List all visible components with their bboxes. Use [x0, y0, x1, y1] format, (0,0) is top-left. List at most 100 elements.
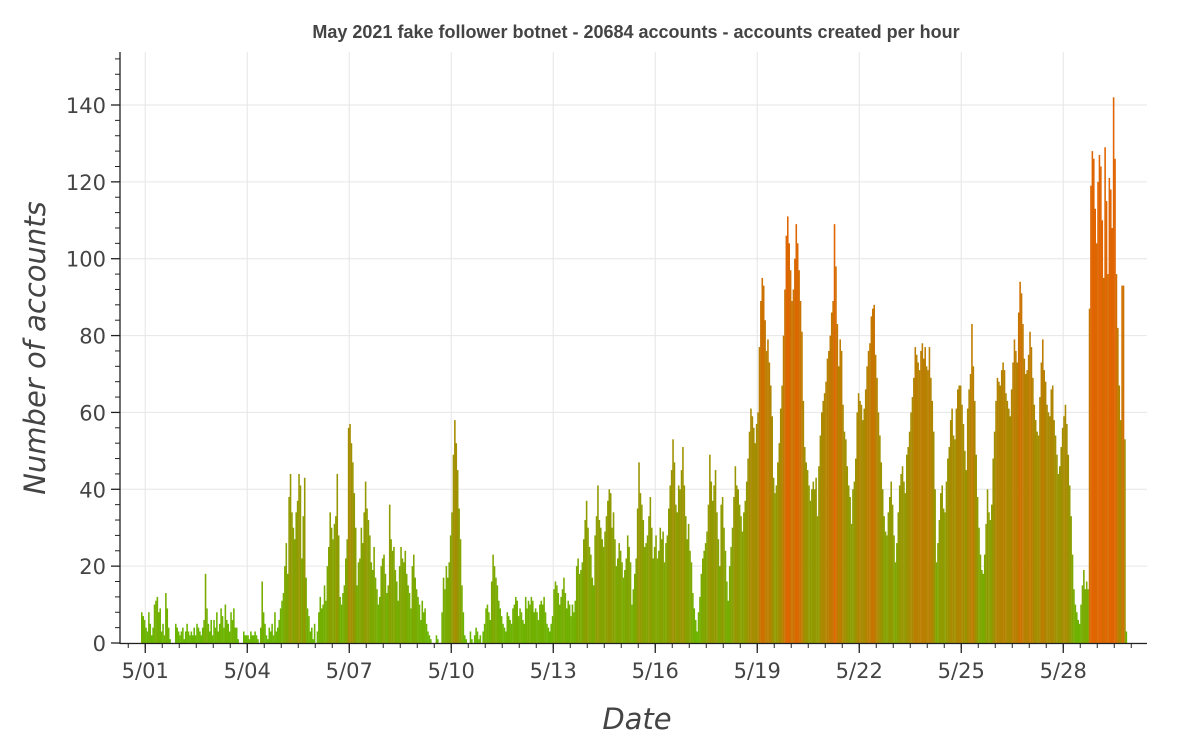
bar	[318, 612, 320, 643]
bar	[330, 527, 333, 643]
bar	[1090, 185, 1092, 643]
bar	[160, 631, 163, 643]
bar	[689, 550, 691, 643]
bar	[955, 408, 958, 643]
bar	[145, 627, 147, 643]
bar	[898, 485, 901, 643]
bar	[1022, 324, 1024, 643]
bar	[1023, 358, 1026, 643]
bar	[638, 462, 640, 643]
bar	[516, 600, 518, 643]
bar	[447, 577, 449, 643]
bar	[1003, 370, 1006, 643]
bar	[928, 347, 931, 643]
bar	[182, 627, 184, 643]
bar	[1025, 374, 1027, 643]
bar	[435, 635, 438, 643]
bar	[499, 608, 501, 643]
bar	[764, 320, 766, 643]
bar	[142, 616, 144, 643]
x-tick-label: 5/04	[224, 659, 271, 683]
bar	[252, 635, 255, 643]
bar	[495, 577, 497, 643]
bar	[954, 439, 956, 643]
bar	[914, 347, 917, 643]
bar	[1085, 581, 1088, 643]
bar	[747, 458, 749, 643]
bar	[527, 600, 530, 643]
bar	[444, 589, 446, 643]
bar	[700, 573, 703, 643]
bar	[544, 612, 547, 643]
bar	[850, 523, 853, 643]
bar	[571, 604, 574, 643]
bar	[893, 535, 895, 643]
bar	[567, 600, 569, 643]
bar	[585, 500, 588, 643]
bar	[217, 631, 220, 643]
bar	[556, 585, 558, 643]
bar	[1124, 439, 1126, 643]
bar	[1000, 370, 1003, 643]
bar	[1040, 362, 1043, 643]
bar	[1080, 604, 1082, 643]
bar	[971, 324, 973, 643]
bar	[347, 427, 350, 643]
bar	[563, 577, 565, 643]
bar	[802, 400, 805, 643]
bar	[413, 554, 415, 643]
bar	[367, 520, 370, 643]
bar	[938, 520, 941, 643]
bar	[156, 596, 159, 643]
bar	[1016, 362, 1019, 643]
bar	[951, 408, 953, 643]
bar	[534, 608, 537, 643]
bar	[302, 516, 305, 643]
bar	[765, 350, 768, 643]
bar	[937, 543, 939, 643]
bar	[235, 627, 238, 643]
bar	[598, 520, 601, 643]
bar	[482, 631, 484, 643]
bar	[849, 496, 851, 643]
bar	[464, 635, 466, 643]
bar	[699, 596, 701, 643]
bar	[473, 635, 476, 643]
bar	[891, 504, 894, 643]
bar	[643, 546, 646, 643]
bar	[517, 616, 520, 643]
bar	[993, 431, 996, 643]
bar	[988, 512, 990, 643]
bar	[554, 581, 557, 643]
bar	[828, 350, 830, 643]
bar	[353, 493, 356, 643]
bar	[775, 485, 778, 643]
bar	[309, 631, 312, 643]
bar	[532, 600, 534, 643]
bar	[1043, 370, 1045, 643]
bar	[781, 385, 783, 643]
bar	[904, 493, 907, 643]
bar	[210, 619, 212, 643]
bar	[1121, 285, 1123, 643]
bar	[676, 512, 679, 643]
bar	[1049, 416, 1051, 643]
bar	[502, 623, 504, 643]
bar	[533, 612, 535, 643]
bar	[257, 639, 259, 643]
bar	[947, 458, 949, 643]
y-tick-label: 100	[66, 248, 106, 272]
bar	[1108, 178, 1111, 643]
bar	[303, 477, 306, 643]
bar	[1074, 604, 1077, 643]
bar	[268, 627, 271, 643]
bar	[397, 600, 399, 643]
bar	[539, 604, 541, 643]
bar	[1060, 447, 1062, 643]
bar	[709, 454, 711, 643]
bar	[193, 627, 195, 643]
bar	[380, 566, 382, 643]
bar	[823, 393, 826, 643]
bar	[982, 573, 985, 643]
bar	[520, 612, 523, 643]
